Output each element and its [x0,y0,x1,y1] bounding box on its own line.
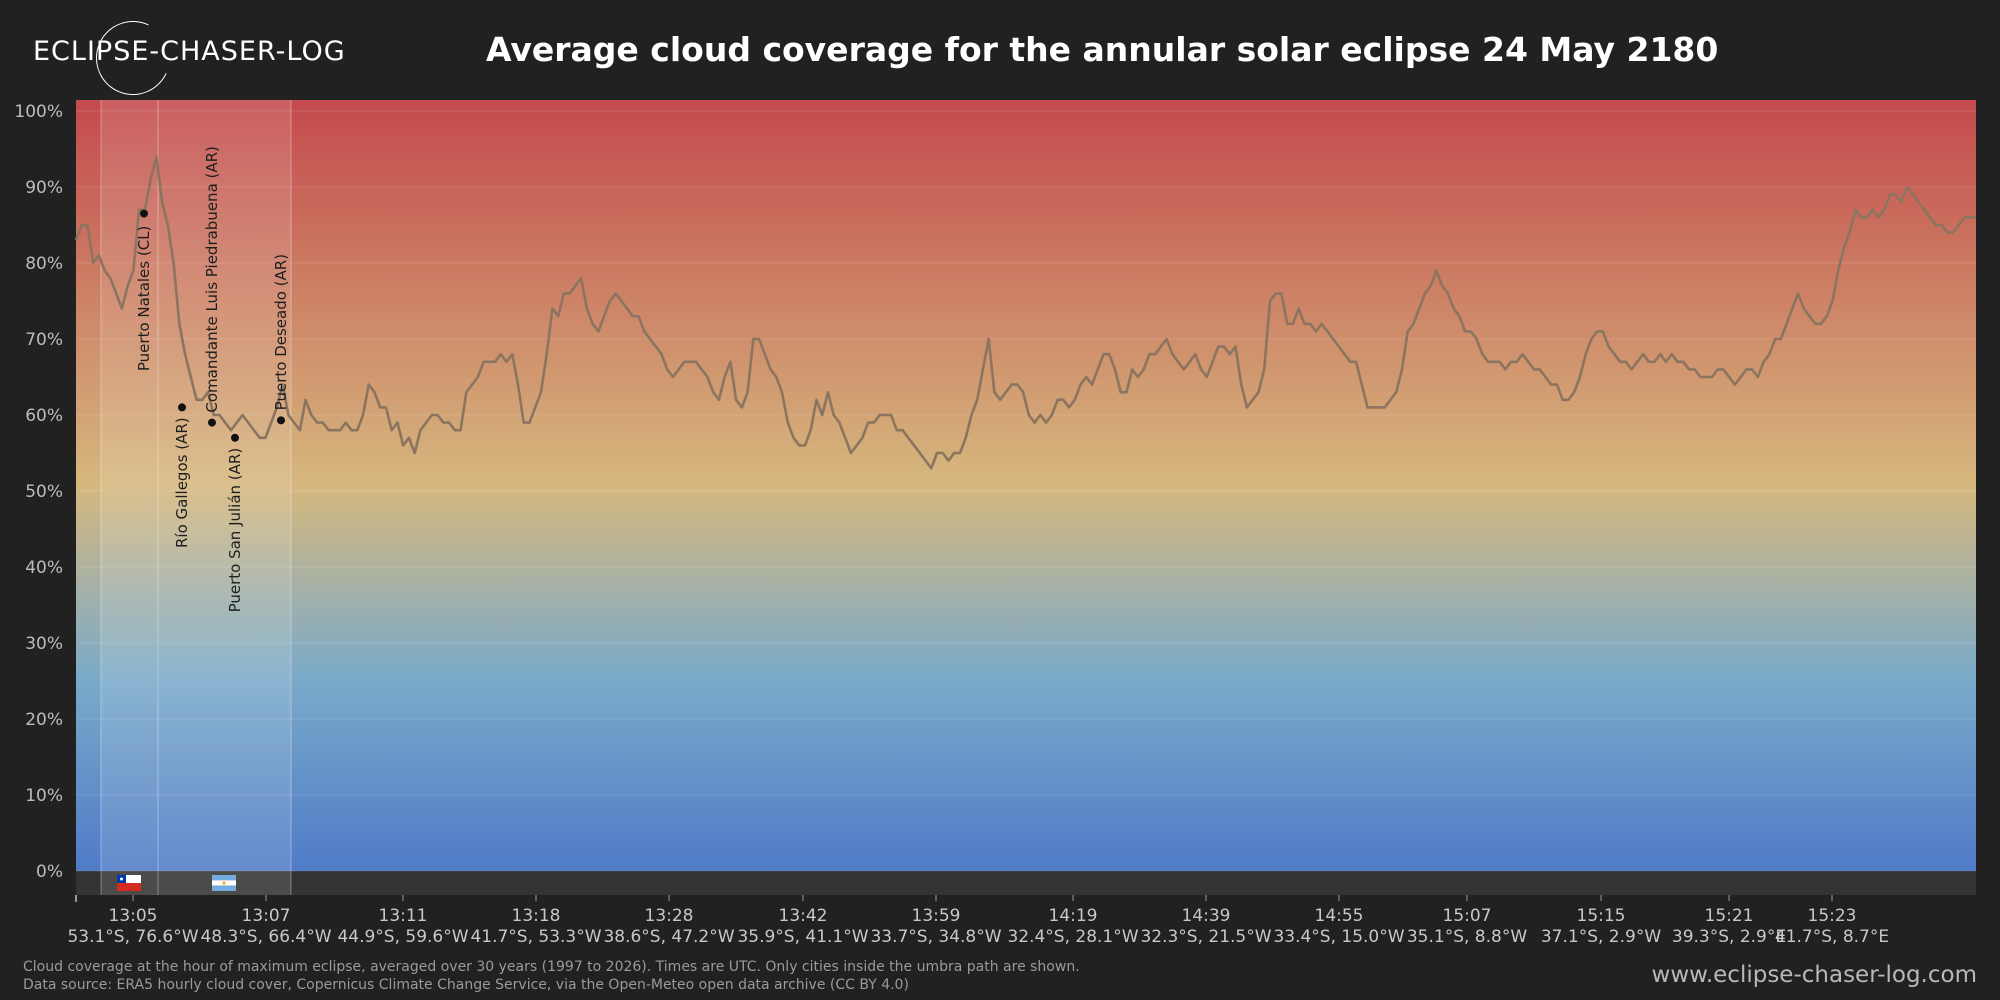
city-label: Puerto Natales (CL) [135,226,153,372]
argentina-flag-icon [212,885,236,891]
x-tick-time: 13:11 [379,906,428,926]
city-label: Puerto Deseado (AR) [272,254,290,410]
y-tick-label: 80% [25,254,63,274]
city-marker-dot [277,416,285,425]
y-tick-label: 70% [25,330,63,350]
y-tick-label: 20% [25,710,63,730]
chile-flag-icon [117,883,141,891]
city-marker-dot [140,209,148,218]
chile-flag-icon [117,875,141,883]
city-label: Comandante Luis Piedrabuena (AR) [203,146,221,413]
x-tick-time: 15:15 [1577,906,1626,926]
x-tick-time: 14:39 [1182,906,1231,926]
x-tick-time: 14:19 [1049,906,1098,926]
city-marker-dot [231,433,239,442]
x-tick-coordinate: 32.4°S, 28.1°W [1007,927,1138,947]
x-tick-coordinate: 53.1°S, 76.6°W [67,927,198,947]
x-tick-coordinate: 39.3°S, 2.9°E [1672,927,1786,947]
y-tick-label: 30% [25,634,63,654]
x-tick-time: 15:07 [1443,906,1492,926]
x-tick-time: 13:59 [912,906,961,926]
x-tick-time: 14:55 [1315,906,1364,926]
cloud-coverage-line [74,155,1976,470]
x-tick-time: 13:18 [512,906,561,926]
umbra-band [101,100,291,895]
city-label: Puerto San Julián (AR) [226,448,244,613]
y-tick-label: 0% [36,862,63,882]
x-tick-coordinate: 38.6°S, 47.2°W [603,927,734,947]
city-label: Río Gallegos (AR) [173,417,191,548]
x-tick-coordinate: 33.7°S, 34.8°W [870,927,1001,947]
city-marker-dot [208,418,216,427]
x-tick-time: 15:21 [1705,906,1754,926]
x-tick-coordinate: 35.1°S, 8.8°W [1407,927,1527,947]
y-tick-label: 40% [25,558,63,578]
x-tick-time: 13:28 [645,906,694,926]
x-tick-coordinate: 41.7°S, 53.3°W [470,927,601,947]
argentina-flag-icon [222,881,226,885]
x-tick-coordinate: 37.1°S, 2.9°W [1541,927,1661,947]
y-tick-label: 100% [14,102,63,122]
argentina-flag-icon [212,875,236,881]
plot-background [76,100,1976,871]
x-tick-coordinate: 48.3°S, 66.4°W [200,927,331,947]
city-marker-dot [178,403,186,412]
y-tick-label: 10% [25,786,63,806]
data-source-note: Data source: ERA5 hourly cloud cover, Co… [23,977,909,993]
chart-title: Average cloud coverage for the annular s… [486,30,1719,69]
y-tick-label: 60% [25,406,63,426]
x-tick-time: 13:07 [242,906,291,926]
x-tick-coordinate: 41.7°S, 8.7°E [1775,927,1889,947]
chile-flag-icon [120,877,123,881]
x-tick-coordinate: 35.9°S, 41.1°W [737,927,868,947]
x-tick-time: 15:23 [1808,906,1857,926]
y-tick-label: 50% [25,482,63,502]
x-tick-time: 13:05 [109,906,158,926]
x-tick-time: 13:42 [779,906,828,926]
website-link[interactable]: www.eclipse-chaser-log.com [1651,962,1977,988]
chart-footnote: Cloud coverage at the hour of maximum ec… [23,959,1080,975]
flag-strip [76,871,1976,895]
y-tick-label: 90% [25,178,63,198]
site-logo: ECLIPSE-CHASER-LOG [33,36,346,67]
x-tick-coordinate: 44.9°S, 59.6°W [337,927,468,947]
x-tick-coordinate: 32.3°S, 21.5°W [1140,927,1271,947]
x-tick-coordinate: 33.4°S, 15.0°W [1273,927,1404,947]
